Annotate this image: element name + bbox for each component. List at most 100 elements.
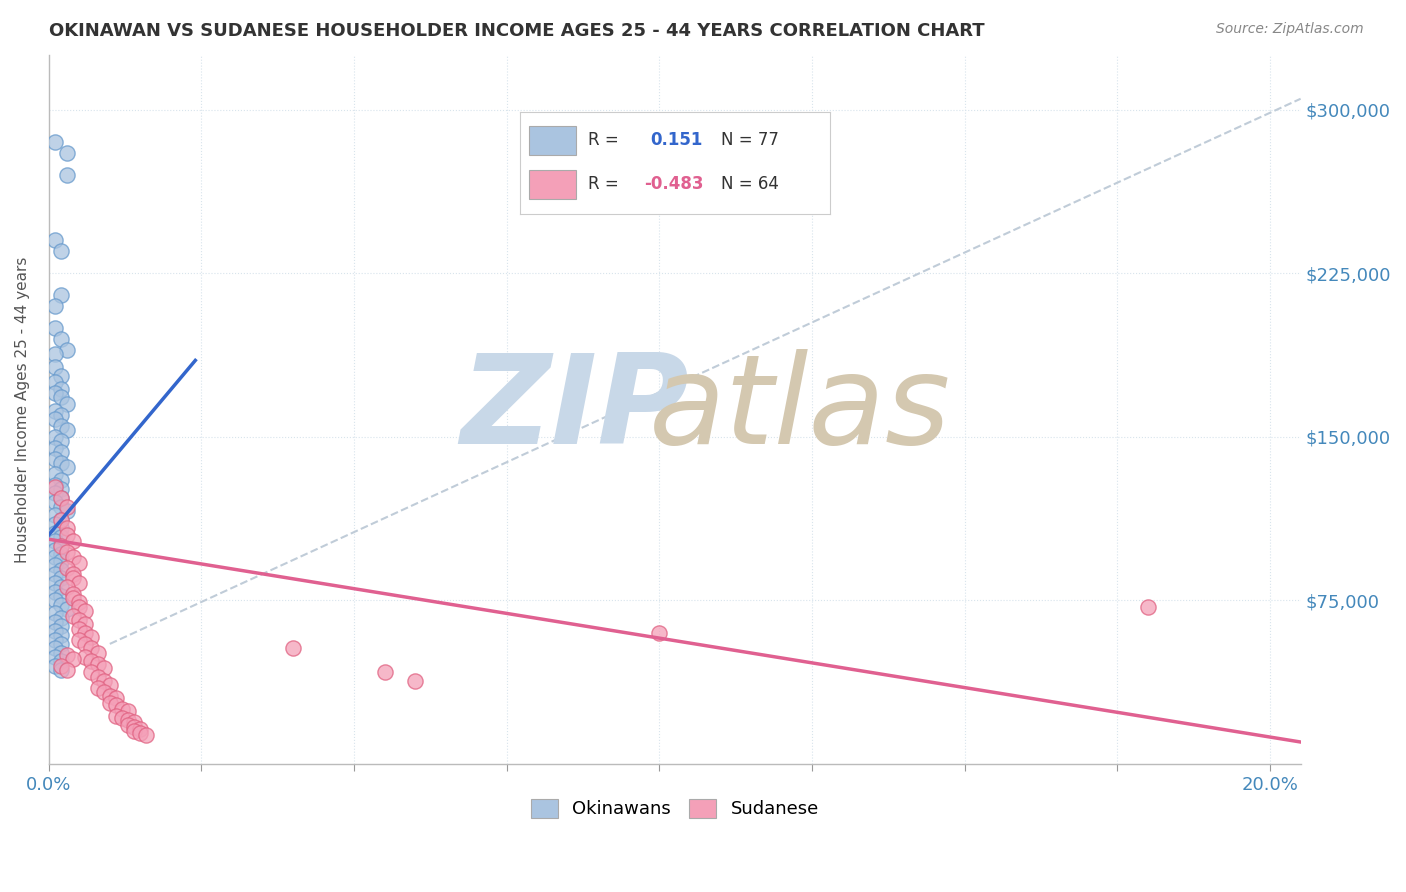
Text: R =: R = [588, 176, 619, 194]
Point [75, 650, 97, 665]
Point [67, 595, 90, 609]
Point [56, 423, 79, 437]
Point [44, 624, 66, 638]
Point [49, 663, 72, 677]
Point [122, 720, 145, 734]
Point [86, 657, 108, 671]
Point [117, 717, 139, 731]
Point [49, 611, 72, 625]
Point [62, 587, 84, 601]
Point [44, 412, 66, 426]
Point [49, 658, 72, 673]
Point [56, 560, 79, 574]
Point [104, 691, 127, 706]
Point [44, 136, 66, 150]
Point [93, 685, 115, 699]
Point [56, 168, 79, 182]
Point [44, 558, 66, 573]
Text: -0.483: -0.483 [644, 176, 703, 194]
Point [86, 681, 108, 695]
Point [49, 288, 72, 302]
Point [44, 632, 66, 647]
Point [49, 530, 72, 544]
Point [49, 646, 72, 660]
Point [56, 146, 79, 161]
Point [44, 534, 66, 549]
Point [62, 608, 84, 623]
Point [49, 548, 72, 562]
Text: R =: R = [588, 131, 619, 149]
Point [56, 343, 79, 357]
Point [44, 650, 66, 665]
Point [98, 696, 121, 710]
Point [49, 598, 72, 612]
Point [117, 705, 139, 719]
Point [49, 521, 72, 535]
Point [49, 563, 72, 577]
Point [49, 474, 72, 488]
Point [67, 599, 90, 614]
Point [75, 637, 97, 651]
Point [49, 619, 72, 633]
Point [44, 508, 66, 523]
Text: Source: ZipAtlas.com: Source: ZipAtlas.com [1216, 22, 1364, 37]
Point [122, 715, 145, 730]
Point [44, 584, 66, 599]
Point [49, 382, 72, 396]
Point [49, 580, 72, 594]
Point [44, 441, 66, 455]
FancyBboxPatch shape [530, 126, 576, 154]
Point [56, 663, 79, 677]
Point [49, 491, 72, 505]
Point [44, 299, 66, 313]
Point [49, 332, 72, 346]
Text: OKINAWAN VS SUDANESE HOUSEHOLDER INCOME AGES 25 - 44 YEARS CORRELATION CHART: OKINAWAN VS SUDANESE HOUSEHOLDER INCOME … [49, 22, 984, 40]
Point [56, 460, 79, 475]
Text: atlas: atlas [648, 349, 950, 470]
Point [135, 729, 157, 743]
Legend: Okinawans, Sudanese: Okinawans, Sudanese [523, 792, 825, 826]
Point [62, 534, 84, 549]
Point [104, 709, 127, 723]
Point [49, 456, 72, 470]
Point [49, 513, 72, 527]
Point [1136, 599, 1159, 614]
Point [129, 722, 152, 736]
Point [44, 234, 66, 248]
Point [80, 654, 103, 668]
Point [44, 593, 66, 607]
Point [67, 575, 90, 590]
Point [44, 451, 66, 466]
Point [44, 641, 66, 656]
Point [56, 648, 79, 662]
Point [56, 545, 79, 559]
Point [49, 637, 72, 651]
Point [86, 670, 108, 684]
Point [49, 513, 72, 527]
Point [56, 528, 79, 542]
Point [56, 580, 79, 594]
Point [44, 549, 66, 564]
Point [129, 726, 152, 740]
Point [111, 702, 134, 716]
Point [67, 622, 90, 636]
Point [86, 646, 108, 660]
Point [56, 602, 79, 616]
Point [75, 626, 97, 640]
Point [49, 491, 72, 505]
Point [374, 665, 396, 680]
Point [62, 549, 84, 564]
Point [62, 567, 84, 582]
Point [49, 391, 72, 405]
Point [80, 631, 103, 645]
Point [111, 711, 134, 725]
Point [49, 539, 72, 553]
Point [117, 713, 139, 727]
Point [44, 525, 66, 540]
Point [49, 554, 72, 568]
Point [44, 320, 66, 334]
Point [67, 556, 90, 570]
FancyBboxPatch shape [530, 170, 576, 199]
Point [49, 434, 72, 449]
Point [44, 376, 66, 390]
